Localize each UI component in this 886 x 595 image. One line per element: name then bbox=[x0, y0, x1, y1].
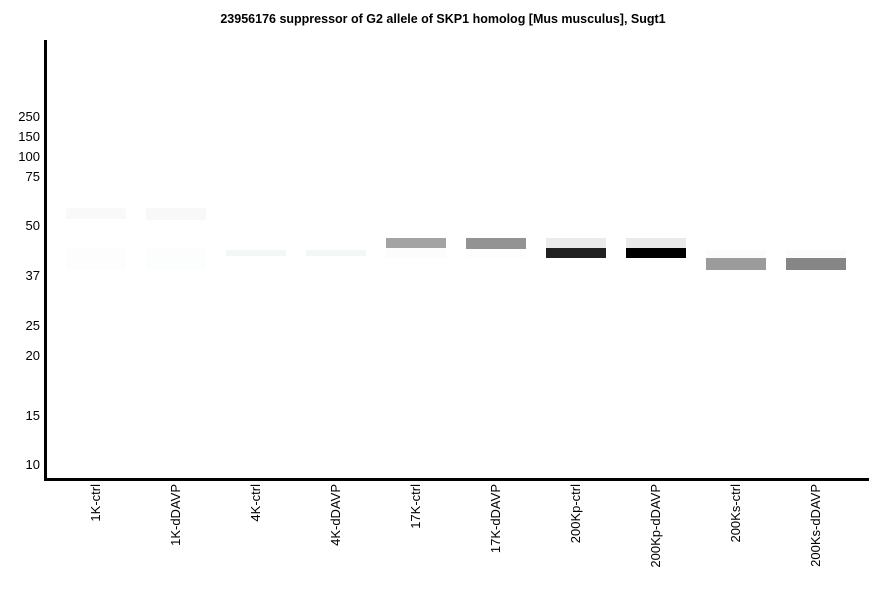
blot-band bbox=[626, 248, 686, 258]
blot-band bbox=[66, 248, 126, 270]
y-tick-label: 10 bbox=[25, 457, 40, 472]
blot-band bbox=[546, 248, 606, 258]
blot-band bbox=[706, 258, 766, 270]
blot-band bbox=[146, 248, 206, 270]
x-axis-lane-label: 17K-dDAVP bbox=[488, 484, 503, 554]
blot-band bbox=[146, 208, 206, 220]
blot-band bbox=[466, 249, 526, 258]
x-axis-lane-label: 200Kp-ctrl bbox=[568, 484, 583, 544]
y-tick-label: 25 bbox=[25, 318, 40, 333]
x-axis-lane-label: 17K-ctrl bbox=[408, 484, 423, 529]
y-tick-label: 250 bbox=[18, 109, 40, 124]
y-axis-line bbox=[44, 40, 47, 481]
blot-band bbox=[546, 238, 606, 248]
blot-band bbox=[386, 238, 446, 248]
x-axis-lane-label: 200Kp-dDAVP bbox=[648, 484, 663, 568]
blot-band bbox=[386, 248, 446, 258]
y-tick-label: 20 bbox=[25, 348, 40, 363]
x-axis-lane-label: 1K-dDAVP bbox=[168, 484, 183, 546]
blot-band bbox=[706, 250, 766, 258]
blot-band bbox=[786, 258, 846, 270]
blot-band bbox=[626, 238, 686, 248]
y-tick-label: 75 bbox=[25, 169, 40, 184]
blot-band bbox=[786, 250, 846, 258]
blot-band bbox=[226, 250, 286, 256]
x-axis-lane-label: 4K-dDAVP bbox=[328, 484, 343, 546]
figure-title: 23956176 suppressor of G2 allele of SKP1… bbox=[220, 12, 666, 26]
blot-band bbox=[66, 208, 126, 219]
y-tick-label: 50 bbox=[25, 218, 40, 233]
x-axis-lane-label: 1K-ctrl bbox=[88, 484, 103, 522]
y-tick-label: 150 bbox=[18, 129, 40, 144]
x-axis-lane-label: 4K-ctrl bbox=[248, 484, 263, 522]
x-axis-lane-label: 200Ks-ctrl bbox=[728, 484, 743, 543]
x-axis-line bbox=[44, 478, 869, 481]
y-tick-label: 37 bbox=[25, 268, 40, 283]
x-axis-lane-label: 200Ks-dDAVP bbox=[808, 484, 823, 567]
y-tick-label: 100 bbox=[18, 149, 40, 164]
y-tick-label: 15 bbox=[25, 408, 40, 423]
blot-band bbox=[306, 250, 366, 256]
blot-band bbox=[466, 238, 526, 249]
